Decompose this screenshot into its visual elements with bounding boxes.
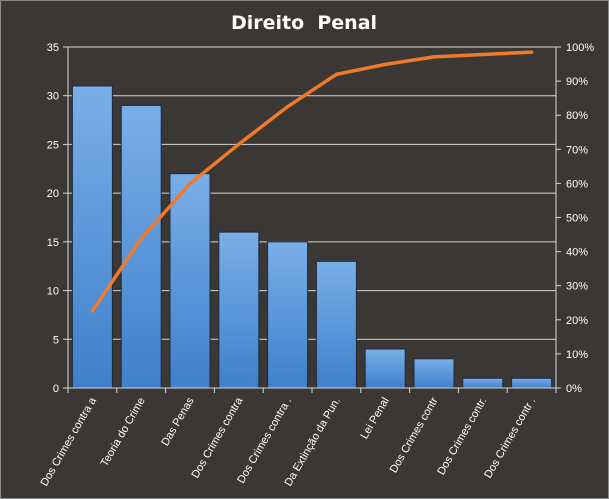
bar <box>462 377 504 389</box>
bar <box>71 85 113 389</box>
left-tick-label: 5 <box>53 334 59 346</box>
axes <box>63 46 561 393</box>
cumulative-point <box>237 142 241 146</box>
bar <box>413 358 455 389</box>
category-label: Teoria do Crime <box>99 396 148 469</box>
right-tick-label: 0% <box>566 383 582 395</box>
cumulative-point <box>139 237 143 241</box>
cumulative-line <box>90 50 534 313</box>
right-axis-ticks: 0% 10% 20% 30% 40% 50% 60% 70% 80% 90% 100% <box>566 42 594 395</box>
category-label: Lei Penal <box>358 396 391 442</box>
cumulative-point <box>188 182 192 186</box>
cumulative-point <box>334 72 338 76</box>
bar-series <box>71 85 553 389</box>
category-label: Dos Crimes contr . <box>482 396 538 481</box>
left-tick-label: 15 <box>47 237 59 249</box>
bar <box>364 348 406 389</box>
right-tick-label: 30% <box>566 281 588 293</box>
category-label: Dos Crimes contra a <box>38 395 99 489</box>
bar <box>315 260 357 389</box>
category-label: Da Extinção da Pun. <box>282 396 343 489</box>
right-tick-label: 50% <box>566 213 588 225</box>
right-tick-label: 40% <box>566 247 588 259</box>
bar <box>267 241 309 389</box>
bar <box>218 231 260 389</box>
right-tick-label: 80% <box>566 110 588 122</box>
right-tick-label: 60% <box>566 178 588 190</box>
left-tick-label: 25 <box>47 139 59 151</box>
left-tick-label: 20 <box>47 188 59 200</box>
category-label: Dos Crimes contra . <box>235 396 294 486</box>
right-tick-label: 90% <box>566 76 588 88</box>
right-tick-label: 70% <box>566 144 588 156</box>
bar <box>169 173 211 389</box>
right-tick-label: 10% <box>566 349 588 361</box>
cumulative-point <box>383 62 387 66</box>
category-label: Dos Crimes contra <box>189 395 245 481</box>
category-label: Dos Crimes contr. <box>435 396 489 478</box>
cumulative-point <box>286 105 290 109</box>
category-label: Dos Crimes contr <box>388 395 441 475</box>
bar <box>120 104 162 389</box>
chart-title: Direito Penal <box>231 12 377 34</box>
right-tick-label: 20% <box>566 315 588 327</box>
cumulative-line-series <box>90 50 534 313</box>
left-tick-label: 35 <box>47 42 59 54</box>
cumulative-point <box>90 309 94 313</box>
bar <box>511 377 553 389</box>
left-tick-label: 30 <box>47 91 59 103</box>
right-tick-label: 100% <box>566 42 594 54</box>
category-axis-ticks: Dos Crimes contra a Teoria do Crime Das Pe… <box>38 395 538 489</box>
cumulative-point <box>481 52 485 57</box>
cumulative-point <box>530 50 534 54</box>
category-label: Das Penas <box>159 395 197 448</box>
cumulative-point <box>432 55 436 59</box>
left-tick-label: 10 <box>47 286 59 298</box>
left-axis-ticks: 0 5 10 15 20 25 30 35 <box>47 42 59 395</box>
left-tick-label: 0 <box>53 383 59 395</box>
